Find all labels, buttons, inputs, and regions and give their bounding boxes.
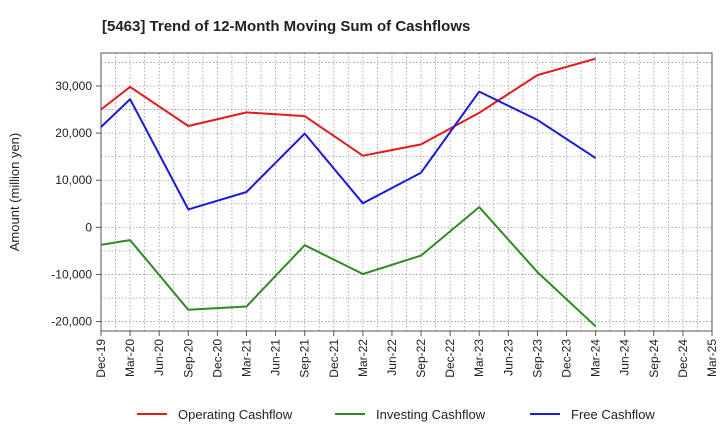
x-tick-label: Jun-24 <box>618 339 632 376</box>
x-tick-label: Dec-22 <box>443 339 457 378</box>
plot-area <box>100 52 713 332</box>
x-tick-label: Mar-24 <box>589 339 603 377</box>
x-tick-label: Jun-22 <box>385 339 399 376</box>
x-tick-label: Mar-20 <box>123 339 137 377</box>
y-tick-label: 0 <box>85 220 92 234</box>
y-axis: -20,000 -10,000 0 10,000 20,000 30,000 <box>51 79 101 329</box>
x-tick-label: Dec-24 <box>676 339 690 378</box>
x-tick-label: Sep-24 <box>647 339 661 378</box>
y-tick-label: 20,000 <box>55 126 92 140</box>
y-tick-label: -20,000 <box>51 315 92 329</box>
x-tick-label: Sep-20 <box>181 339 195 378</box>
series-lines <box>100 57 597 328</box>
x-tick-label: Mar-22 <box>356 339 370 377</box>
legend: Operating Cashflow Investing Cashflow Free… <box>137 407 655 422</box>
series-line <box>100 90 597 211</box>
series-line <box>100 206 597 328</box>
series-line <box>100 57 596 157</box>
x-tick-label: Mar-23 <box>472 339 486 377</box>
x-tick-label: Dec-23 <box>560 339 574 378</box>
y-tick-label: -10,000 <box>51 267 92 281</box>
x-tick-label: Dec-19 <box>94 339 108 378</box>
legend-label: Investing Cashflow <box>376 407 486 422</box>
y-tick-label: 10,000 <box>55 173 92 187</box>
grid <box>101 53 712 331</box>
x-tick-label: Mar-25 <box>705 339 719 377</box>
x-tick-label: Sep-23 <box>530 339 544 378</box>
x-tick-label: Dec-21 <box>327 339 341 378</box>
x-tick-label: Sep-22 <box>414 339 428 378</box>
y-tick-label: 30,000 <box>55 79 92 93</box>
y-axis-label: Amount (million yen) <box>7 133 22 252</box>
x-axis: Dec-19 Mar-20 Jun-20 Sep-20 Dec-20 Mar-21 Jun-… <box>94 331 719 378</box>
chart-title: [5463] Trend of 12-Month Moving Sum of C… <box>102 18 470 35</box>
x-tick-label: Jun-21 <box>269 339 283 376</box>
x-tick-label: Mar-21 <box>239 339 253 377</box>
x-tick-label: Jun-20 <box>152 339 166 376</box>
x-tick-label: Sep-21 <box>298 339 312 378</box>
legend-label: Operating Cashflow <box>178 407 293 422</box>
x-tick-label: Dec-20 <box>210 339 224 378</box>
x-tick-label: Jun-23 <box>501 339 515 376</box>
legend-label: Free Cashflow <box>571 407 655 422</box>
